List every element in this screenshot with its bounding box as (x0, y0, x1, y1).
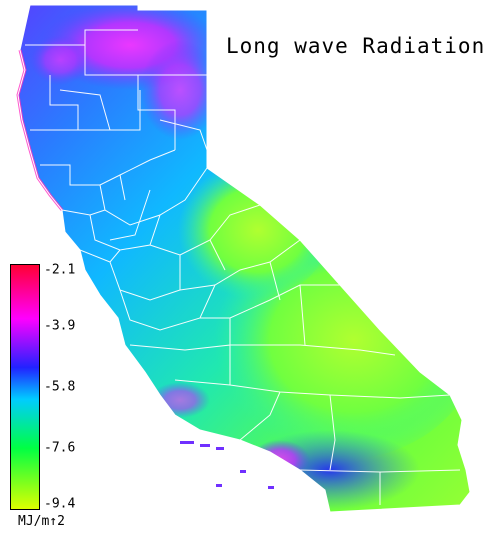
color-scale-bar (10, 264, 40, 510)
county-boundaries (25, 29, 461, 505)
legend-tick-label: -7.6 (44, 440, 76, 456)
legend-tick-label: -5.8 (44, 379, 76, 395)
legend-tick-label: -9.4 (44, 496, 76, 512)
channel-islands (180, 441, 274, 489)
legend-unit-label: MJ/m↑2 (18, 514, 65, 529)
legend-tick-label: -2.1 (44, 262, 76, 278)
map-title: Long wave Radiation (226, 34, 486, 58)
legend-tick-label: -3.9 (44, 318, 76, 334)
